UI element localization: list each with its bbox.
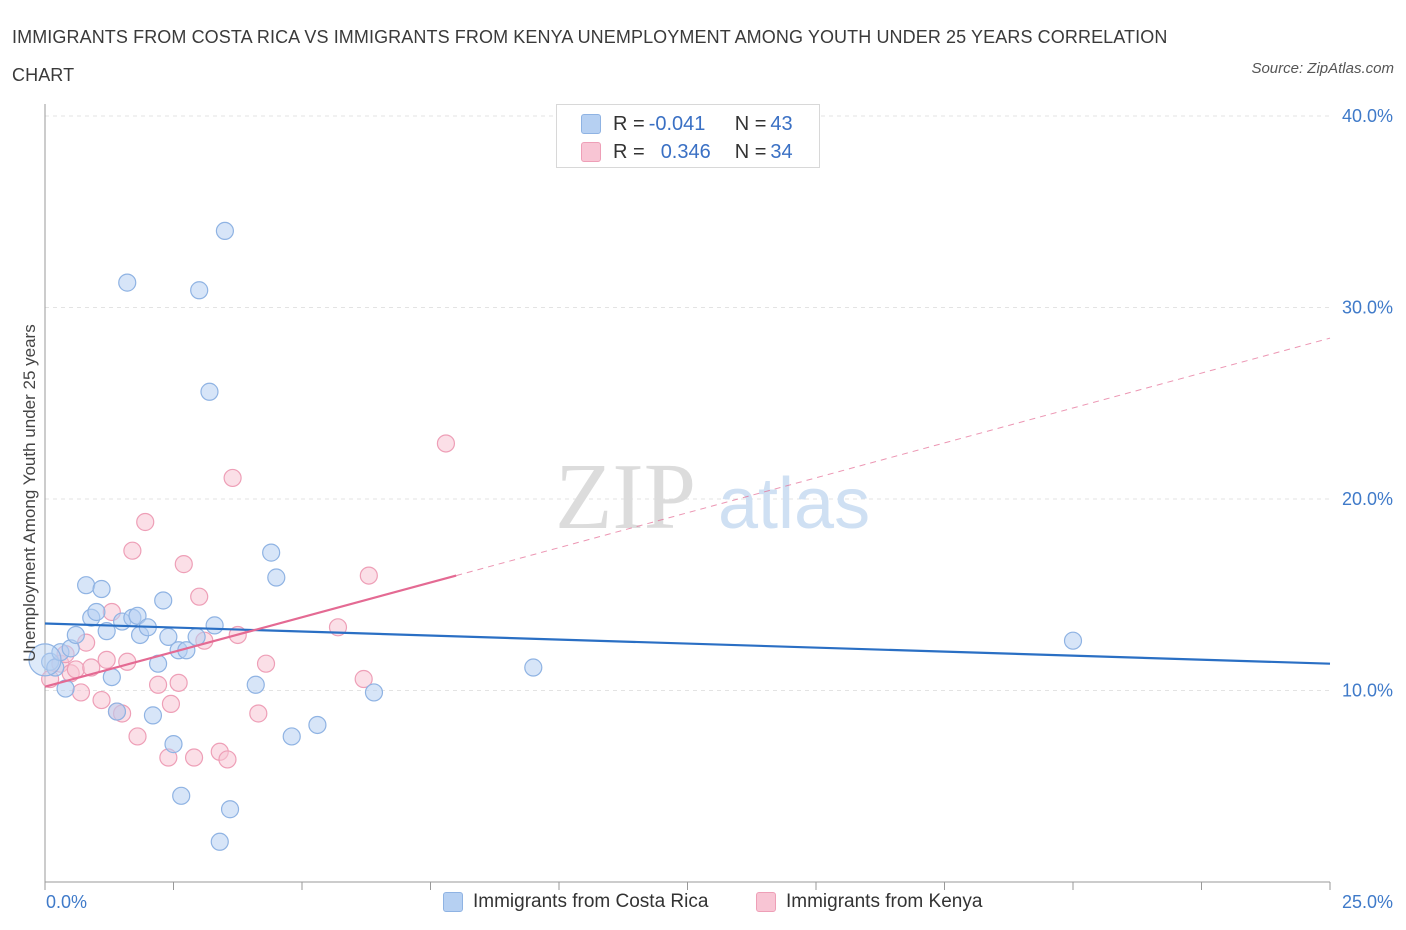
legend-r-label: R = bbox=[613, 140, 645, 163]
gridlines bbox=[45, 115, 1330, 691]
tick-labels: 10.0% 20.0% 30.0% 40.0% 0.0% 25.0% bbox=[46, 106, 1393, 912]
costa-rica-point bbox=[128, 606, 147, 625]
legend-r-value: -0.041 bbox=[648, 112, 706, 135]
costa-rica-point bbox=[66, 625, 85, 645]
costa-rica-point bbox=[282, 727, 301, 746]
series-kenya-points bbox=[41, 434, 456, 769]
costa-rica-point bbox=[143, 706, 163, 725]
legend-n-label: N = bbox=[734, 140, 767, 163]
kenya-point bbox=[97, 650, 116, 669]
kenya-point bbox=[128, 727, 147, 746]
legend-label-kenya: Immigrants from Kenya bbox=[786, 891, 983, 912]
legend-n-value: 43 bbox=[770, 112, 793, 135]
costa-rica-point bbox=[262, 543, 281, 562]
legend-row-costa-rica: R = -0.041 N = 43 bbox=[581, 110, 793, 138]
costa-rica-point bbox=[267, 568, 286, 587]
kenya-point bbox=[82, 658, 101, 677]
y-tick-label: 10.0% bbox=[1342, 681, 1393, 701]
kenya-point bbox=[359, 566, 378, 585]
kenya-point bbox=[218, 750, 237, 769]
y-axis-label: Unemployment Among Youth under 25 years bbox=[20, 324, 39, 661]
x-tick-label-max: 25.0% bbox=[1342, 892, 1393, 912]
costa-rica-point bbox=[200, 382, 219, 401]
costa-rica-point bbox=[215, 221, 234, 240]
correlation-legend: R = -0.041 N = 43 R = 0.346 N = 34 bbox=[556, 104, 820, 168]
kenya-point bbox=[161, 694, 181, 714]
kenya-point bbox=[174, 555, 193, 574]
kenya-point bbox=[71, 683, 91, 702]
costa-rica-point bbox=[97, 622, 116, 641]
chart-source: Source: ZipAtlas.com bbox=[1251, 60, 1394, 77]
costa-rica-point bbox=[210, 832, 229, 851]
costa-rica-point bbox=[172, 786, 191, 805]
kenya-point bbox=[148, 675, 168, 694]
legend-swatch-pink bbox=[581, 142, 601, 162]
series-costa-rica-points bbox=[28, 221, 1083, 851]
kenya-trend-line bbox=[44, 574, 457, 688]
costa-rica-point bbox=[28, 643, 62, 677]
kenya-point bbox=[190, 587, 209, 606]
kenya-point bbox=[223, 468, 242, 488]
costa-rica-point bbox=[118, 273, 137, 292]
kenya-point bbox=[123, 541, 142, 560]
legend-swatch-blue bbox=[581, 114, 601, 134]
watermark-atlas: atlas bbox=[718, 464, 870, 544]
costa-rica-point bbox=[154, 591, 173, 610]
costa-rica-point bbox=[107, 702, 127, 721]
costa-rica-point bbox=[364, 683, 384, 702]
kenya-point bbox=[184, 748, 204, 767]
kenya-trend-projection bbox=[456, 337, 1331, 577]
legend-n-value: 34 bbox=[770, 140, 793, 163]
legend-n-label: N = bbox=[734, 112, 767, 135]
legend-r-label: R = bbox=[613, 112, 645, 135]
kenya-point bbox=[136, 512, 155, 532]
legend-swatch-pink bbox=[756, 892, 776, 912]
kenya-point bbox=[66, 660, 85, 679]
chart-title: IMMIGRANTS FROM COSTA RICA VS IMMIGRANTS… bbox=[12, 27, 1168, 85]
legend-row-kenya: R = 0.346 N = 34 bbox=[581, 138, 793, 166]
costa-rica-point bbox=[246, 675, 265, 694]
costa-rica-point bbox=[190, 281, 209, 300]
kenya-point bbox=[354, 669, 373, 689]
axes bbox=[44, 104, 1331, 890]
watermark-zip: ZIP bbox=[555, 445, 696, 549]
costa-rica-point bbox=[205, 616, 224, 635]
legend-swatch-blue bbox=[443, 892, 463, 912]
y-tick-label: 40.0% bbox=[1342, 106, 1393, 126]
y-tick-label: 20.0% bbox=[1342, 489, 1393, 509]
kenya-point bbox=[436, 434, 456, 453]
legend-r-value: 0.346 bbox=[660, 140, 711, 163]
legend-label-costa-rica: Immigrants from Costa Rica bbox=[473, 891, 709, 912]
costa-rica-point bbox=[77, 576, 96, 595]
costa-rica-trend-line bbox=[44, 622, 1331, 665]
watermark: ZIP atlas bbox=[555, 445, 870, 549]
costa-rica-point bbox=[164, 735, 183, 754]
x-tick-label-min: 0.0% bbox=[46, 892, 87, 912]
legend-item-costa-rica[interactable]: Immigrants from Costa Rica bbox=[443, 886, 708, 918]
costa-rica-point bbox=[524, 658, 543, 677]
kenya-point bbox=[169, 673, 188, 692]
costa-rica-point bbox=[187, 627, 206, 646]
kenya-point bbox=[256, 654, 276, 673]
legend-item-kenya[interactable]: Immigrants from Kenya bbox=[756, 886, 982, 918]
costa-rica-point bbox=[308, 715, 327, 735]
y-tick-label: 30.0% bbox=[1342, 298, 1393, 318]
costa-rica-point bbox=[92, 579, 111, 599]
series-legend: Immigrants from Costa Rica Immigrants fr… bbox=[0, 886, 1406, 918]
costa-rica-point bbox=[1063, 631, 1083, 650]
costa-rica-point bbox=[87, 602, 106, 622]
kenya-point bbox=[92, 690, 111, 710]
trend-lines bbox=[44, 337, 1331, 688]
costa-rica-point bbox=[220, 800, 240, 819]
kenya-point bbox=[249, 704, 268, 723]
